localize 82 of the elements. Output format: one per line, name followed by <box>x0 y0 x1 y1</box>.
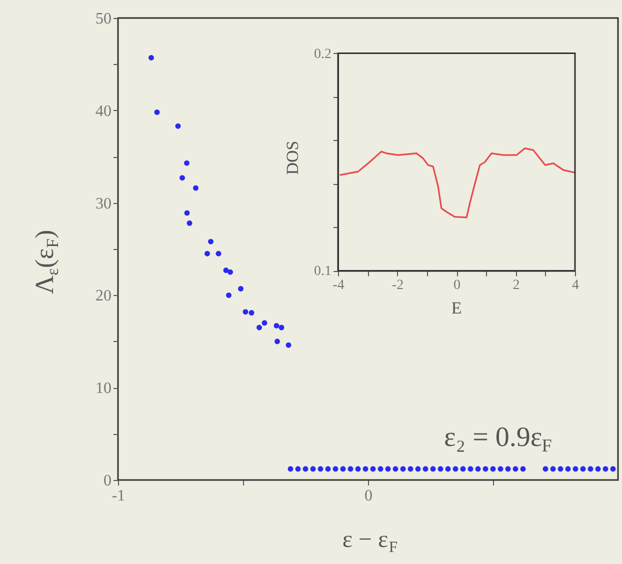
point <box>242 309 248 315</box>
point <box>286 342 292 348</box>
point <box>588 466 594 472</box>
point <box>430 466 436 472</box>
x-tick-label: 0 <box>454 278 460 294</box>
point <box>274 322 280 328</box>
point <box>340 466 346 472</box>
point <box>452 466 458 472</box>
point <box>256 324 262 330</box>
x-tick-label: -4 <box>332 278 344 294</box>
y-tick-label: 20 <box>96 288 112 305</box>
point <box>184 210 190 216</box>
point <box>204 250 210 256</box>
point <box>278 324 284 330</box>
y-axis-title: DOS <box>283 140 302 175</box>
point <box>248 310 254 316</box>
y-tick-label: 0 <box>104 472 112 490</box>
point <box>602 466 608 472</box>
y-tick-label: 40 <box>96 102 112 120</box>
x-tick-label: -2 <box>392 278 404 294</box>
point <box>193 185 198 191</box>
point <box>216 250 222 256</box>
x-tick-label: 4 <box>572 278 579 294</box>
y-tick-label: 0.1 <box>314 264 332 280</box>
point <box>262 320 268 326</box>
point <box>392 466 398 472</box>
point <box>445 466 451 472</box>
point <box>332 466 338 472</box>
point <box>186 220 192 226</box>
point <box>226 292 232 298</box>
point <box>400 466 406 472</box>
point <box>512 466 518 472</box>
point <box>595 466 601 472</box>
x-axis-title: E <box>451 298 462 318</box>
point <box>154 110 160 115</box>
point <box>565 466 571 472</box>
y-tick-label: 30 <box>96 195 112 212</box>
x-tick-label: 2 <box>512 278 520 294</box>
point <box>475 466 481 472</box>
point <box>175 123 181 129</box>
point <box>355 466 361 472</box>
point <box>378 466 384 472</box>
point <box>274 338 280 344</box>
point <box>422 466 428 472</box>
point <box>490 466 496 472</box>
point <box>208 238 214 244</box>
point <box>348 466 354 472</box>
line-series <box>338 148 576 218</box>
point <box>482 466 488 472</box>
point <box>180 175 185 181</box>
point <box>288 466 294 472</box>
y-tick-label: 50 <box>96 10 112 28</box>
y-axis-title: Λε(εF) <box>30 230 62 294</box>
point <box>572 466 578 472</box>
point <box>438 466 444 472</box>
point <box>302 466 308 472</box>
y-tick-label: 0.2 <box>314 46 332 62</box>
point <box>468 466 474 472</box>
x-tick-label: -1 <box>112 488 126 504</box>
point <box>558 466 564 472</box>
point <box>370 466 376 472</box>
point <box>550 466 556 472</box>
point <box>228 269 233 275</box>
point <box>408 466 414 472</box>
point <box>610 466 616 472</box>
point <box>505 466 511 472</box>
point <box>460 466 466 472</box>
point <box>498 466 504 472</box>
point <box>318 466 324 472</box>
point <box>310 466 316 472</box>
point <box>385 466 391 472</box>
point <box>415 466 421 472</box>
point <box>148 55 154 60</box>
point <box>542 466 548 472</box>
y-tick-label: 10 <box>96 380 112 398</box>
point <box>184 160 190 166</box>
point <box>580 466 586 472</box>
point <box>295 466 301 472</box>
point <box>325 466 331 472</box>
point <box>362 466 368 472</box>
point <box>238 286 244 292</box>
point <box>520 466 526 472</box>
